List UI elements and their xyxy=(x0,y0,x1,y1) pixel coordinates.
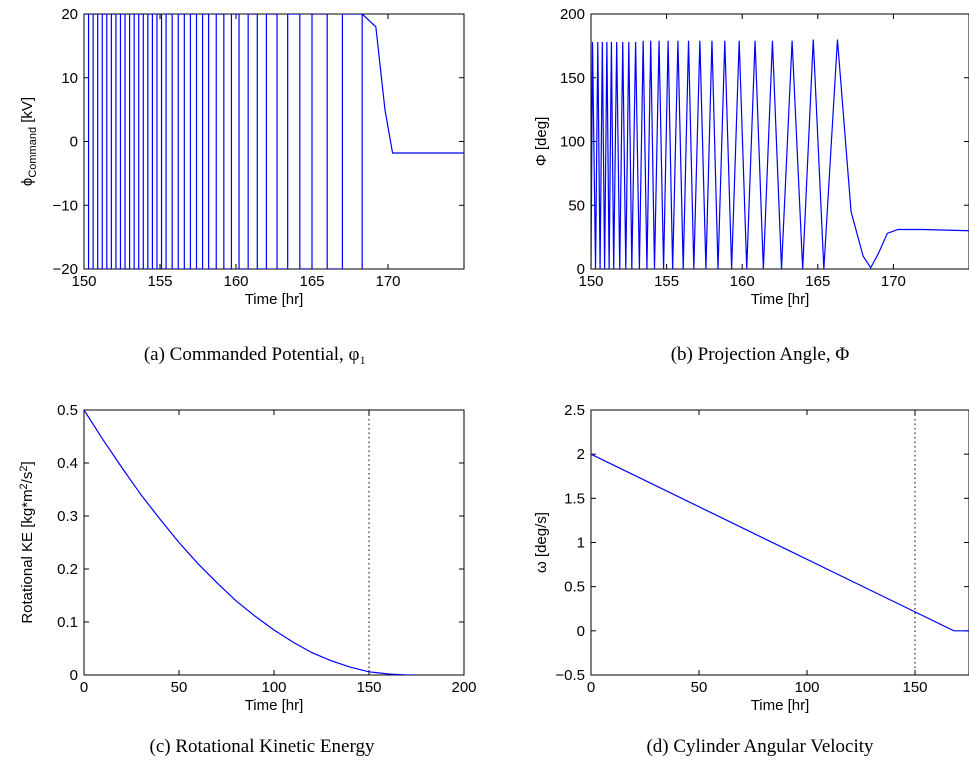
y-tick-label: 0.3 xyxy=(57,508,78,525)
y-tick-label: −0.5 xyxy=(555,667,585,684)
x-tick-label: 170 xyxy=(881,273,906,290)
y-axis-label: Rotational KE [kg*m2/s2] xyxy=(18,461,36,623)
series-line xyxy=(84,410,417,675)
y-tick-label: 0 xyxy=(70,667,78,684)
plot-frame xyxy=(590,409,969,676)
y-axis-label: ω [deg/s] xyxy=(533,512,550,573)
chart-panel-b: 150 155 160 165 170 0 50 100 150 200 Time [hr] Φ [d… xyxy=(533,6,969,365)
y-tick-label: −10 xyxy=(53,197,78,214)
x-axis-label: Time [hr] xyxy=(245,291,304,308)
y-tick-label: 0.5 xyxy=(564,579,585,596)
series-line xyxy=(84,14,464,269)
y-tick-label: 0.5 xyxy=(57,402,78,419)
plot-area xyxy=(84,14,464,269)
x-tick-label: 50 xyxy=(171,679,188,696)
x-tick-label: 0 xyxy=(80,679,88,696)
series-line xyxy=(591,39,969,269)
y-tick-label: 1.5 xyxy=(564,490,585,507)
chart-caption: (c) Rotational Kinetic Energy xyxy=(150,736,375,757)
x-axis-label: Time [hr] xyxy=(751,291,810,308)
y-tick-label: 100 xyxy=(560,134,585,151)
x-tick-label: 0 xyxy=(587,679,595,696)
x-tick-label: 150 xyxy=(902,679,927,696)
chart-caption: (d) Cylinder Angular Velocity xyxy=(646,736,874,757)
y-tick-label: 50 xyxy=(568,197,585,214)
plot-area xyxy=(591,39,969,269)
x-tick-label: 150 xyxy=(578,273,603,290)
chart-panel-c: 0 50 100 150 200 0 0.1 0.2 0.3 0.4 0.5 Time [hr] Rot… xyxy=(18,402,477,757)
y-tick-label: 20 xyxy=(61,6,78,23)
x-axis-label: Time [hr] xyxy=(245,697,304,714)
x-tick-label: 150 xyxy=(356,679,381,696)
x-axis-label: Time [hr] xyxy=(751,697,810,714)
y-tick-label: 1 xyxy=(577,535,585,552)
plot-frame xyxy=(83,13,465,270)
y-axis-label: Φ [deg] xyxy=(533,117,550,167)
y-tick-label: 2 xyxy=(577,446,585,463)
chart-caption: (b) Projection Angle, Φ xyxy=(671,344,850,365)
x-tick-label: 160 xyxy=(223,273,248,290)
x-tick-label: 165 xyxy=(299,273,324,290)
x-tick-label: 50 xyxy=(691,679,708,696)
y-tick-label: 0.4 xyxy=(57,455,78,472)
x-tick-label: 155 xyxy=(654,273,679,290)
x-tick-label: 100 xyxy=(794,679,819,696)
x-tick-label: 100 xyxy=(261,679,286,696)
y-tick-label: 0 xyxy=(577,623,585,640)
x-tick-label: 155 xyxy=(147,273,172,290)
y-tick-label: 0.2 xyxy=(57,561,78,578)
x-tick-label: 170 xyxy=(375,273,400,290)
plot-area xyxy=(591,410,969,675)
y-tick-label: 0.1 xyxy=(57,614,78,631)
chart-caption: (a) Commanded Potential, φ₁ xyxy=(144,344,366,365)
y-tick-label: 150 xyxy=(560,70,585,87)
x-tick-label: 160 xyxy=(730,273,755,290)
y-tick-label: 2.5 xyxy=(564,402,585,419)
x-tick-label: 150 xyxy=(71,273,96,290)
y-tick-label: 0 xyxy=(577,261,585,278)
y-tick-label: 200 xyxy=(560,6,585,23)
x-tick-label: 200 xyxy=(451,679,476,696)
plot-frame xyxy=(83,409,465,676)
x-tick-label: 165 xyxy=(805,273,830,290)
y-axis-label: ϕCommand [kV] xyxy=(19,97,39,186)
y-tick-label: −20 xyxy=(53,261,78,278)
y-tick-label: 10 xyxy=(61,70,78,87)
series-line xyxy=(591,453,969,632)
plot-area xyxy=(84,410,417,675)
chart-panel-a: 150 155 160 165 170 −20 −10 0 10 20 Time [hr] ϕComm… xyxy=(19,6,465,365)
y-tick-label: 0 xyxy=(70,134,78,151)
